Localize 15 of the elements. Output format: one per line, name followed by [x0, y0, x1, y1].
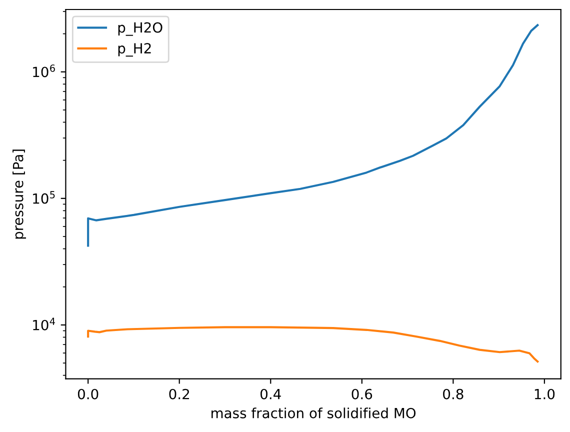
- x-tick-label: 0.2: [169, 388, 190, 400]
- y-tick-label: 10$^{4}$: [33, 318, 55, 330]
- legend-label: p_H2: [118, 43, 151, 57]
- x-tick-label: 0.8: [443, 388, 464, 400]
- line-series: [87, 326, 539, 363]
- y-axis-title: pressure [Pa]: [12, 150, 26, 239]
- y-tick-label: 10$^{5}$: [33, 191, 55, 204]
- x-tick-label: 0.0: [78, 388, 98, 400]
- x-tick-label: 0.4: [260, 388, 281, 400]
- y-tick-label: 10$^{6}$: [33, 64, 55, 78]
- line-series: [87, 24, 539, 247]
- x-axis-title: mass fraction of solidified MO: [212, 408, 416, 418]
- legend-label: p_H2O: [118, 22, 162, 36]
- x-tick-label: 0.6: [352, 388, 372, 400]
- x-tick-label: 1.0: [534, 388, 555, 400]
